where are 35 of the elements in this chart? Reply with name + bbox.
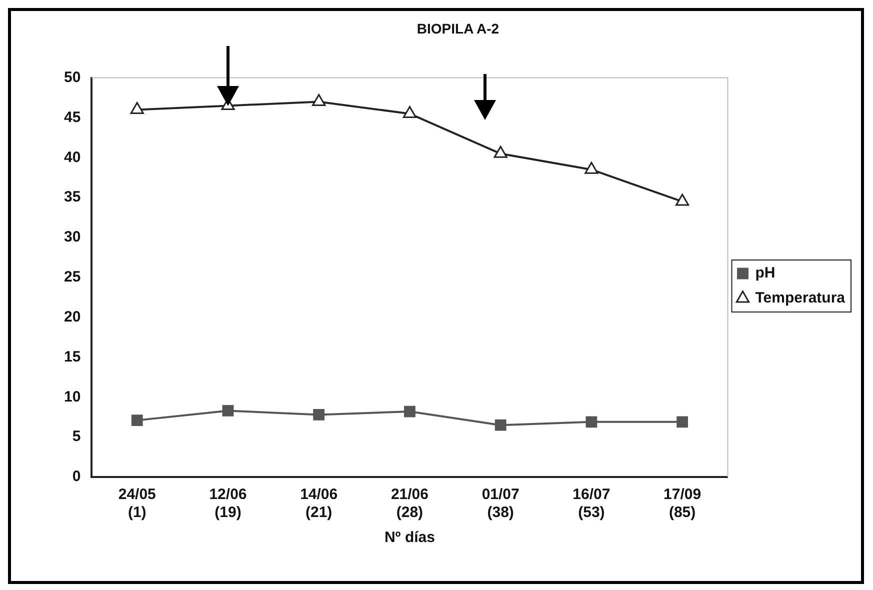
y-tick-label: 45	[64, 108, 81, 126]
point	[402, 106, 417, 118]
x-tick-label: 24/05 (1)	[118, 486, 156, 522]
point	[494, 419, 506, 431]
y-tick-label: 15	[64, 348, 81, 366]
y-tick-label: 10	[64, 388, 81, 406]
x-tick-label: 12/06 (19)	[209, 486, 247, 522]
x-tick-label: 01/07 (38)	[482, 486, 520, 522]
x-tick-label: 14/06 (21)	[300, 486, 338, 522]
point	[131, 414, 143, 426]
point	[676, 194, 690, 206]
point	[130, 102, 144, 114]
y-tick-label: 25	[64, 268, 81, 286]
x-axis-title: Nº días	[384, 529, 435, 546]
point	[676, 416, 688, 428]
point	[584, 162, 598, 174]
point	[586, 416, 598, 428]
point	[222, 405, 234, 416]
y-tick-label: 35	[64, 188, 81, 206]
y-tick-label: 50	[64, 68, 81, 86]
legend-label: Temperatura	[755, 290, 846, 307]
y-tick-label: 30	[64, 228, 81, 246]
x-tick-label: 16/07 (53)	[572, 486, 610, 522]
y-tick-label: 5	[72, 428, 81, 446]
y-tick-label: 20	[64, 308, 81, 326]
chart-title: BIOPILA A-2	[416, 20, 500, 36]
point	[312, 94, 326, 106]
point	[404, 406, 416, 418]
y-tick-label: 40	[64, 148, 81, 166]
point	[494, 146, 508, 158]
y-tick-label: 0	[72, 468, 81, 486]
point	[313, 409, 325, 420]
legend-label: pH	[755, 264, 776, 282]
x-tick-label: 21/06 (28)	[390, 486, 428, 522]
x-tick-label: 17/09 (85)	[664, 486, 702, 522]
